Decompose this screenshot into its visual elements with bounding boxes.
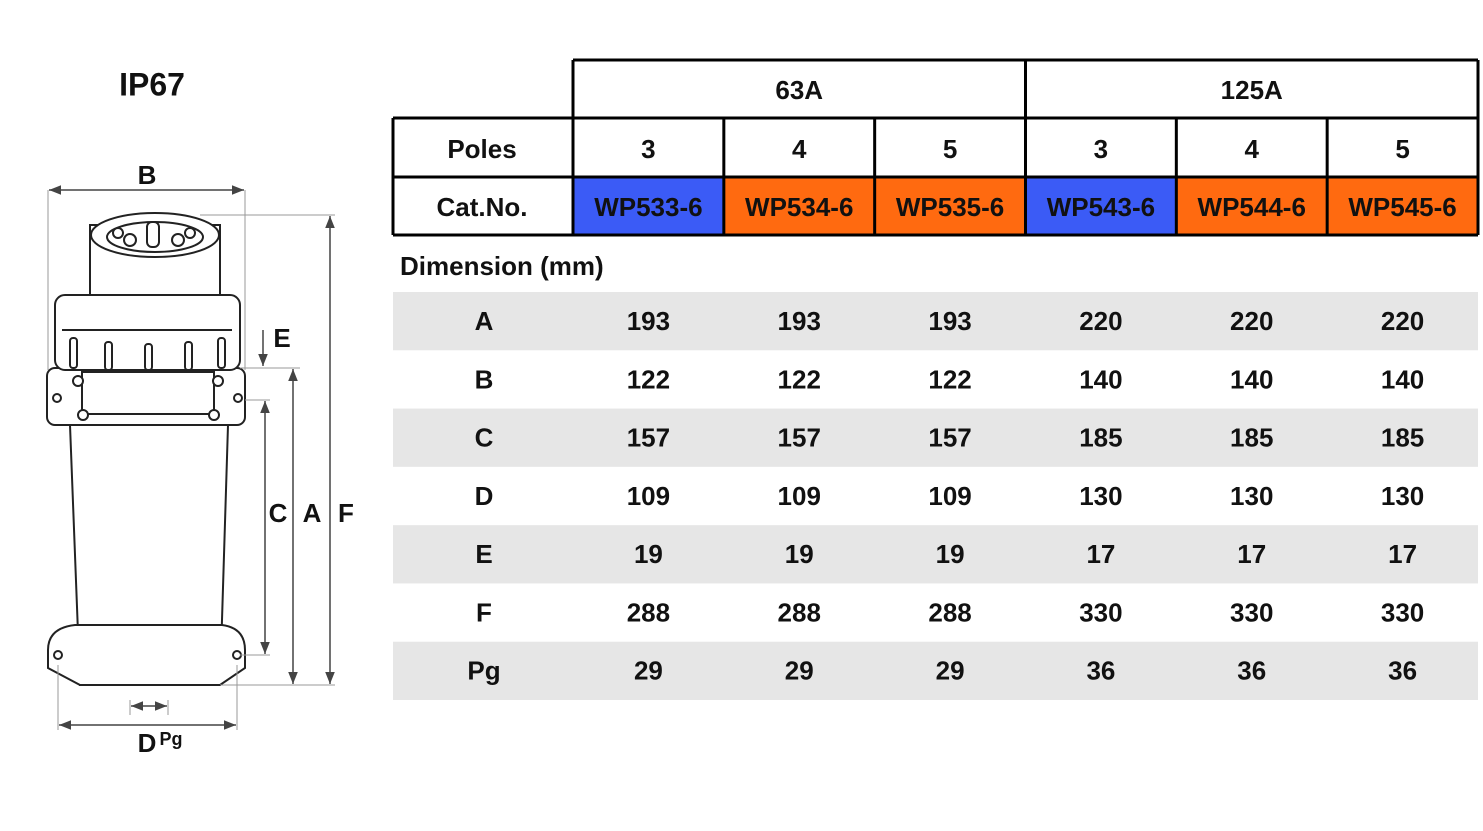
- dim-label: B: [138, 160, 157, 190]
- cell: 288: [928, 597, 971, 627]
- cell: 17: [1237, 539, 1266, 569]
- dim-label: F: [338, 498, 354, 528]
- cell: 220: [1381, 306, 1424, 336]
- cell: 19: [785, 539, 814, 569]
- cell: 193: [627, 306, 670, 336]
- plug-drawing: IP67 B E C A F D Pg: [46, 66, 354, 758]
- pole: 5: [943, 134, 957, 164]
- dim-label: E: [273, 323, 290, 353]
- cell: 330: [1079, 597, 1122, 627]
- cell: 29: [634, 656, 663, 686]
- cat-no: WP534-6: [745, 192, 853, 222]
- cell: 185: [1381, 423, 1424, 453]
- cell: 157: [928, 423, 971, 453]
- cat-cell: [1025, 177, 1177, 235]
- cat-no: WP545-6: [1348, 192, 1456, 222]
- row-label: Pg: [467, 656, 500, 686]
- dim-label: C: [269, 498, 288, 528]
- row-label: F: [476, 597, 492, 627]
- row-label: A: [475, 306, 494, 336]
- cell: 185: [1079, 423, 1122, 453]
- cell: 140: [1079, 364, 1122, 394]
- cat-cell: [573, 177, 724, 235]
- cell: 29: [936, 656, 965, 686]
- cell: 220: [1079, 306, 1122, 336]
- cell: 109: [928, 481, 971, 511]
- cat-cell: [874, 177, 1026, 235]
- pole: 4: [1245, 134, 1260, 164]
- cell: 109: [627, 481, 670, 511]
- cell: 140: [1230, 364, 1273, 394]
- cell: 122: [627, 364, 670, 394]
- cat-cell: [723, 177, 875, 235]
- cell: 29: [785, 656, 814, 686]
- cell: 36: [1388, 656, 1417, 686]
- cell: 130: [1381, 481, 1424, 511]
- dimension-label: Dimension (mm): [400, 251, 604, 281]
- title: IP67: [119, 66, 185, 102]
- cell: 288: [778, 597, 821, 627]
- cell: 185: [1230, 423, 1273, 453]
- cell: 130: [1230, 481, 1273, 511]
- cat-cell: [1327, 177, 1478, 235]
- cell: 330: [1381, 597, 1424, 627]
- cat-label: Cat.No.: [437, 192, 528, 222]
- cell: 19: [634, 539, 663, 569]
- pole: 3: [1094, 134, 1108, 164]
- dim-label: D: [138, 728, 157, 758]
- cell: 122: [778, 364, 821, 394]
- cell: 193: [778, 306, 821, 336]
- cell: 140: [1381, 364, 1424, 394]
- row-band: [393, 408, 1478, 467]
- pole: 3: [641, 134, 655, 164]
- cat-no: WP543-6: [1047, 192, 1155, 222]
- poles-label: Poles: [447, 134, 516, 164]
- cell: 193: [928, 306, 971, 336]
- pole: 5: [1395, 134, 1409, 164]
- dim-label: Pg: [159, 729, 182, 749]
- row-band: [393, 525, 1478, 584]
- cell: 122: [928, 364, 971, 394]
- cat-no: WP535-6: [896, 192, 1004, 222]
- group: 125A: [1221, 75, 1283, 105]
- dim-label: A: [303, 498, 322, 528]
- cell: 330: [1230, 597, 1273, 627]
- row-label: D: [475, 481, 494, 511]
- pole: 4: [792, 134, 807, 164]
- cat-no: WP544-6: [1198, 192, 1306, 222]
- row-label: B: [475, 364, 494, 394]
- cell: 19: [936, 539, 965, 569]
- row-label: C: [475, 423, 494, 453]
- cat-cell: [1176, 177, 1328, 235]
- cell: 220: [1230, 306, 1273, 336]
- cat-no: WP533-6: [594, 192, 702, 222]
- cell: 130: [1079, 481, 1122, 511]
- cell: 17: [1086, 539, 1115, 569]
- row-label: E: [475, 539, 492, 569]
- cell: 157: [778, 423, 821, 453]
- cell: 36: [1237, 656, 1266, 686]
- cell: 157: [627, 423, 670, 453]
- cell: 288: [627, 597, 670, 627]
- row-band: [393, 292, 1478, 351]
- cell: 109: [778, 481, 821, 511]
- group: 63A: [775, 75, 823, 105]
- cell: 36: [1086, 656, 1115, 686]
- cell: 17: [1388, 539, 1417, 569]
- row-band: [393, 641, 1478, 700]
